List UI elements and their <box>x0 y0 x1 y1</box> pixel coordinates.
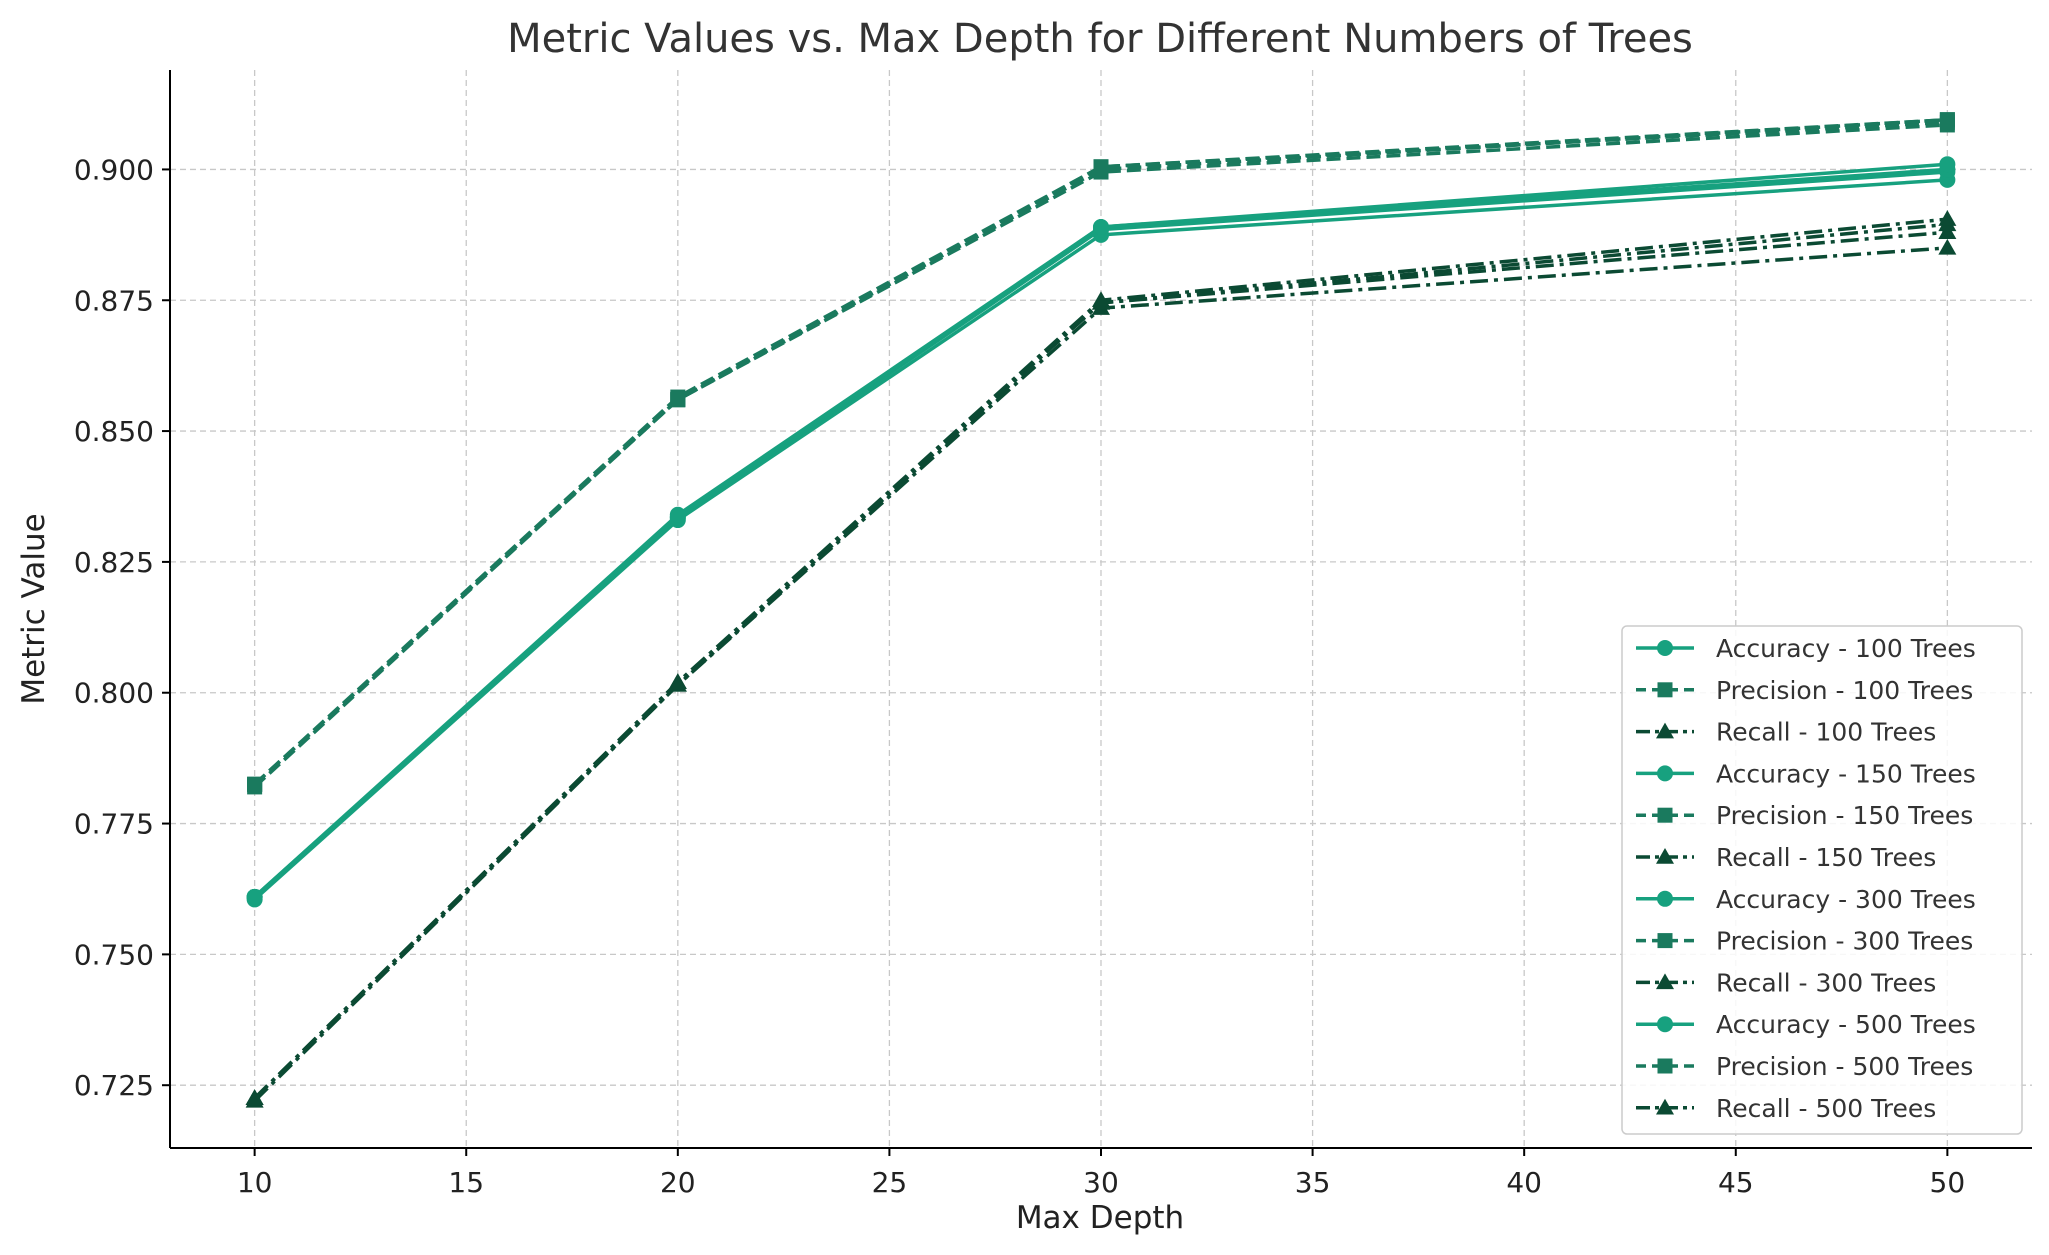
legend-label: Precision - 500 Trees <box>1716 1052 1973 1081</box>
legend-label: Recall - 300 Trees <box>1716 968 1936 997</box>
legend-marker-square <box>1657 682 1673 698</box>
series-layer <box>245 112 1957 1108</box>
x-tick-label: 40 <box>1506 1166 1542 1199</box>
legend-label: Accuracy - 150 Trees <box>1716 759 1976 788</box>
legend-marker-circle <box>1657 1016 1673 1033</box>
legend-item: Precision - 150 Trees <box>1636 801 1973 830</box>
y-tick-label: 0.775 <box>74 808 154 841</box>
data-point-triangle <box>245 1089 264 1106</box>
legend-item: Recall - 300 Trees <box>1636 968 1936 997</box>
legend-label: Precision - 100 Trees <box>1716 676 1973 705</box>
legend-marker-triangle <box>1656 722 1674 739</box>
data-point-circle <box>1093 218 1109 235</box>
legend-item: Accuracy - 100 Trees <box>1636 634 1976 663</box>
legend-item: Precision - 300 Trees <box>1636 927 1973 956</box>
legend-label: Precision - 150 Trees <box>1716 801 1973 830</box>
legend-item: Precision - 500 Trees <box>1636 1052 1973 1081</box>
data-point-triangle <box>668 673 687 690</box>
legend: Accuracy - 100 Trees Precision - 100 Tree… <box>1621 625 2023 1135</box>
legend-item: Precision - 100 Trees <box>1636 676 1973 705</box>
data-point-square <box>247 776 263 792</box>
x-tick-label: 50 <box>1930 1166 1966 1199</box>
data-point-square <box>1093 159 1109 175</box>
legend-item: Recall - 100 Trees <box>1636 718 1936 747</box>
y-axis-label: Metric Value <box>16 513 52 704</box>
series-precision-10 <box>247 112 1955 792</box>
legend-item: Accuracy - 500 Trees <box>1636 1010 1976 1039</box>
y-tick-label: 0.875 <box>74 284 154 317</box>
x-tick-label: 30 <box>1083 1166 1119 1199</box>
legend-marker-triangle <box>1656 1098 1674 1115</box>
x-tick-label: 20 <box>660 1166 696 1199</box>
data-point-circle <box>246 888 263 905</box>
data-point-circle <box>669 506 686 523</box>
data-point-triangle <box>1938 238 1957 255</box>
legend-label: Recall - 100 Trees <box>1716 718 1936 747</box>
x-axis-label: Max Depth <box>1016 1200 1184 1236</box>
legend-marker-square <box>1657 1058 1673 1074</box>
y-tick-label: 0.800 <box>74 677 154 710</box>
x-tick-label: 10 <box>237 1166 273 1199</box>
legend-items: Accuracy - 100 Trees Precision - 100 Tree… <box>1636 634 1976 1123</box>
x-tick-label: 45 <box>1718 1166 1754 1199</box>
legend-box <box>1621 625 2023 1135</box>
legend-marker-circle <box>1657 890 1673 907</box>
legend-label: Accuracy - 300 Trees <box>1716 885 1976 914</box>
series-line <box>253 162 1948 899</box>
y-tick-label: 0.750 <box>74 938 154 971</box>
legend-marker-triangle <box>1656 973 1674 990</box>
x-tick-label: 35 <box>1295 1166 1331 1199</box>
y-tick-label: 0.900 <box>74 153 154 186</box>
legend-label: Recall - 150 Trees <box>1716 843 1936 872</box>
data-point-triangle <box>1092 291 1110 308</box>
x-tick-label: 15 <box>448 1166 484 1199</box>
series-accuracy-9 <box>246 156 1956 905</box>
y-tick-label: 0.850 <box>74 415 154 448</box>
data-point-square <box>670 389 686 405</box>
legend-marker-square <box>1657 807 1673 823</box>
series-line <box>253 178 1948 901</box>
data-point-triangle <box>1938 210 1957 226</box>
tick-layer: 10 15 20 25 30 35 40 45 50 0.725 0.750 0.775 0.800 0.… <box>74 153 1965 1199</box>
y-tick-label: 0.825 <box>74 546 154 579</box>
legend-marker-square <box>1657 933 1673 949</box>
legend-label: Recall - 500 Trees <box>1716 1094 1936 1123</box>
legend-item: Accuracy - 150 Trees <box>1636 759 1976 788</box>
series-line <box>253 117 1948 786</box>
legend-label: Precision - 300 Trees <box>1716 927 1973 956</box>
data-point-square <box>1939 112 1955 128</box>
legend-label: Accuracy - 500 Trees <box>1716 1010 1976 1039</box>
series-recall-11 <box>245 210 1957 1106</box>
y-tick-label: 0.725 <box>74 1069 154 1102</box>
legend-item: Recall - 500 Trees <box>1636 1094 1936 1123</box>
data-point-circle <box>1939 156 1956 173</box>
series-line <box>253 217 1948 1100</box>
legend-marker-circle <box>1657 640 1673 656</box>
legend-marker-circle <box>1657 765 1673 782</box>
chart-title: Metric Values vs. Max Depth for Differen… <box>507 16 1693 62</box>
legend-item: Recall - 150 Trees <box>1636 843 1936 872</box>
legend-marker-triangle <box>1656 848 1674 864</box>
legend-item: Accuracy - 300 Trees <box>1636 885 1976 914</box>
x-tick-label: 25 <box>872 1166 908 1199</box>
series-line <box>253 246 1948 1103</box>
legend-label: Accuracy - 100 Trees <box>1716 634 1976 663</box>
